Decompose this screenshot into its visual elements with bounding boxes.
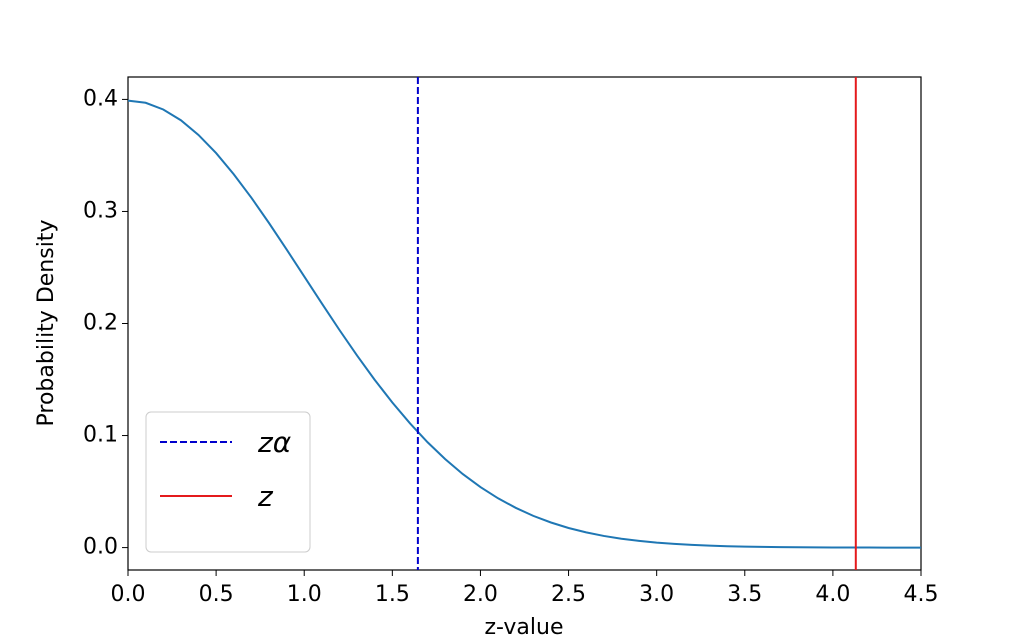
x-axis-label: z-value: [485, 615, 564, 640]
x-tick-label: 2.5: [551, 582, 586, 607]
x-tick-label: 0.5: [199, 582, 234, 607]
x-tick-label: 1.5: [375, 582, 410, 607]
legend-box: [145, 411, 311, 553]
y-axis-label: Probability Density: [34, 220, 59, 427]
x-tick-label: 3.0: [639, 582, 674, 607]
legend: zα z: [145, 411, 311, 553]
legend-label: z: [257, 480, 274, 513]
x-tick-label: 2.0: [463, 582, 498, 607]
x-tick-label: 0.0: [111, 582, 146, 607]
y-tick-label: 0.2: [83, 311, 118, 336]
y-tick-label: 0.0: [83, 535, 118, 560]
x-tick-label: 3.5: [727, 582, 762, 607]
legend-label: zα: [257, 426, 292, 459]
y-tick-label: 0.3: [83, 198, 118, 223]
y-tick-label: 0.1: [83, 423, 118, 448]
x-tick-label: 1.0: [287, 582, 322, 607]
y-tick-label: 0.4: [83, 86, 118, 111]
density-curve: [127, 99, 921, 549]
x-tick-label: 4.5: [904, 582, 939, 607]
x-tick-label: 4.0: [815, 582, 850, 607]
